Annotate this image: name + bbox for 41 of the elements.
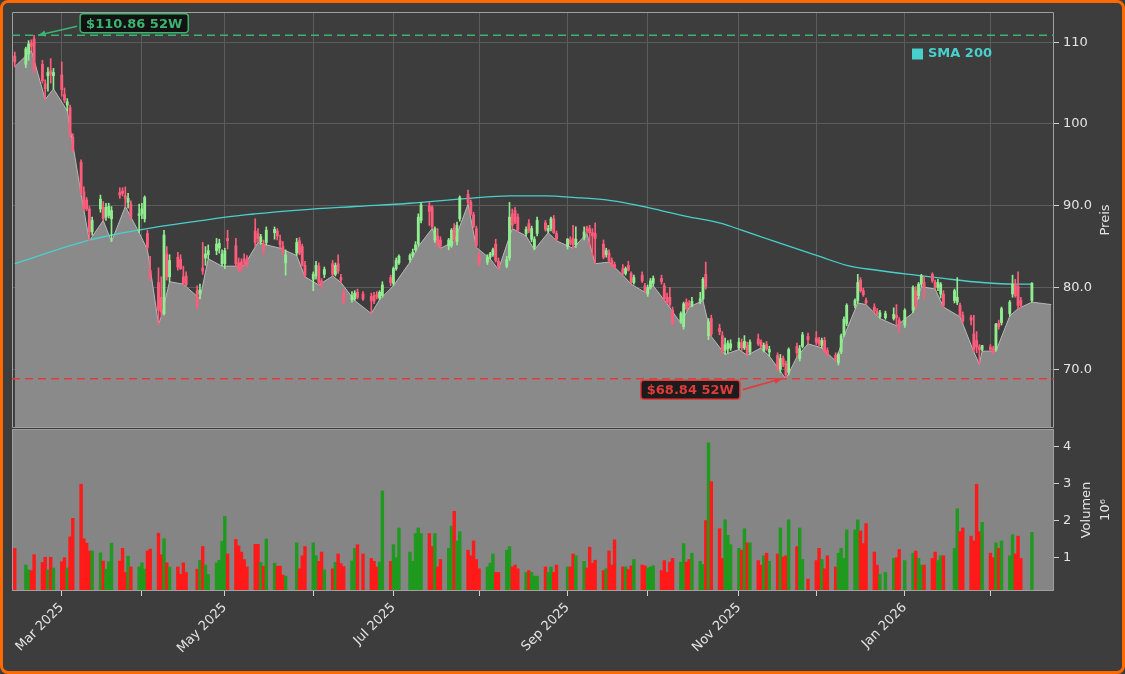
candlestick (613, 261, 616, 269)
candlestick (602, 239, 605, 260)
candlestick (593, 222, 597, 265)
candlestick (157, 267, 160, 325)
candlestick (743, 335, 746, 350)
annotation: $68.84 52W (646, 382, 734, 398)
candlestick (110, 206, 113, 242)
candlestick (450, 228, 453, 248)
candlestick (215, 238, 218, 256)
candlestick (1000, 306, 1003, 326)
candlestick (942, 290, 945, 308)
y-tick-label: 100 (1063, 115, 1088, 131)
candlestick (273, 226, 276, 240)
candlestick (146, 229, 149, 251)
y-tick-label: 1 (1063, 549, 1072, 565)
candlestick (544, 220, 547, 232)
y-axis-title: Preis (1097, 204, 1113, 236)
y-tick-label: 110 (1063, 33, 1088, 49)
candlestick (955, 277, 959, 305)
y-tick-label: 2 (1063, 511, 1072, 527)
candlestick (707, 318, 710, 341)
y-tick-label: 80.0 (1063, 278, 1092, 294)
y-tick-label: 70.0 (1063, 360, 1092, 376)
candlestick (262, 239, 265, 256)
y-tick-label: 4 (1063, 437, 1072, 453)
candlestick (168, 254, 171, 283)
candlestick (566, 238, 569, 250)
candlestick (118, 187, 122, 199)
y-tick-label: 90.0 (1063, 197, 1092, 213)
candlestick (765, 341, 768, 351)
y-axis-title: Volumen 10⁶ (1078, 481, 1113, 539)
legend-label: SMA 200 (927, 45, 993, 61)
candlestick (1011, 274, 1014, 298)
candlestick (226, 229, 230, 250)
y-tick-label: 3 (1063, 474, 1072, 490)
candlestick (356, 288, 359, 300)
annotation: $110.86 52W (86, 15, 183, 31)
candlestick (52, 68, 55, 90)
candlestick (99, 194, 102, 213)
candlestick (671, 306, 675, 326)
candlestick (859, 277, 862, 293)
